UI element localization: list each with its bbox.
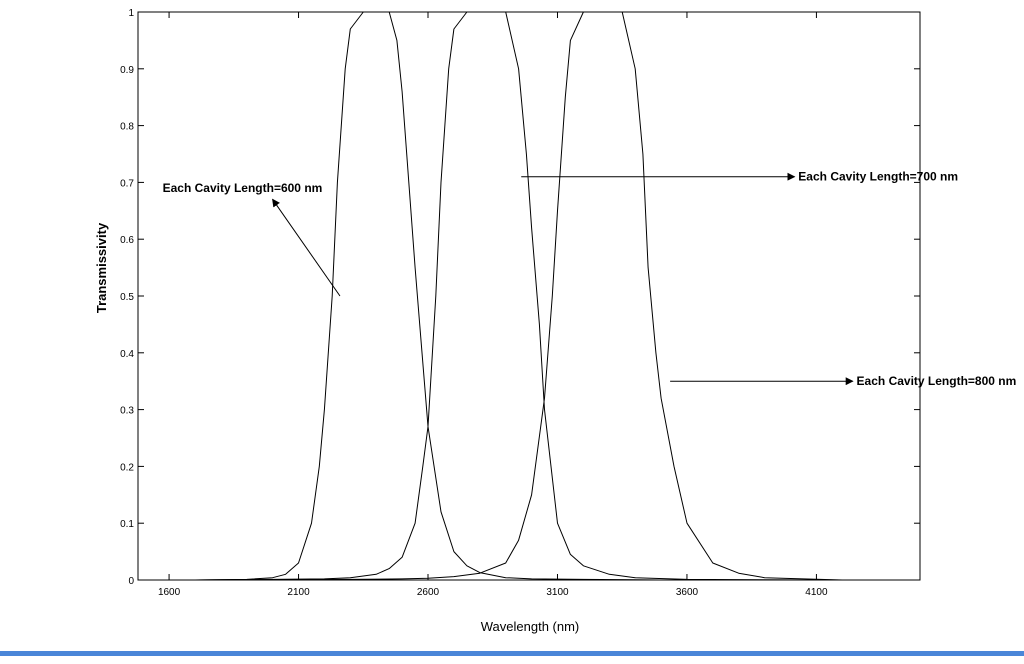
series-lines xyxy=(194,11,843,581)
axes: 1600 2100 2600 3100 3600 4100 0 0.1 0.2 0.3 0.4 0.5… xyxy=(120,8,921,598)
x-axis-label: Wavelength (nm) xyxy=(481,619,580,634)
y-tick-label: 0.6 xyxy=(120,235,134,246)
y-tick-label: 0.5 xyxy=(120,292,134,303)
annotation-label-1: Each Cavity Length=600 nm xyxy=(163,181,323,195)
y-tick-label: 0.7 xyxy=(120,178,134,189)
y-tick-label: 0.9 xyxy=(120,65,134,76)
annotations: Each Cavity Length=600 nm Each Cavity Len… xyxy=(163,170,1017,388)
y-tick-label: 0.1 xyxy=(120,519,134,530)
x-tick-label: 1600 xyxy=(158,587,181,598)
annotation-label-3: Each Cavity Length=800 nm xyxy=(857,374,1017,388)
x-tick-label: 3600 xyxy=(676,587,699,598)
annotation-arrow-1 xyxy=(272,198,341,297)
x-tick-label: 4100 xyxy=(805,587,828,598)
y-tick-label: 0.2 xyxy=(120,462,134,473)
series-line-2 xyxy=(194,11,843,581)
plot-frame xyxy=(137,11,921,581)
y-tick-label: 0.8 xyxy=(120,122,134,133)
y-axis-label: Transmissivity xyxy=(94,222,109,313)
x-tick-label: 3100 xyxy=(546,587,569,598)
y-tick-label: 0.3 xyxy=(120,406,134,417)
x-tick-label: 2100 xyxy=(287,587,310,598)
bottom-divider xyxy=(0,651,1024,656)
y-tick-label: 0 xyxy=(128,576,134,587)
x-tick-label: 2600 xyxy=(417,587,440,598)
series-line-3 xyxy=(194,11,843,581)
y-tick-label: 1 xyxy=(128,8,134,19)
series-line-1 xyxy=(194,11,843,581)
y-tick-label: 0.4 xyxy=(120,349,134,360)
annotation-label-2: Each Cavity Length=700 nm xyxy=(798,170,958,184)
